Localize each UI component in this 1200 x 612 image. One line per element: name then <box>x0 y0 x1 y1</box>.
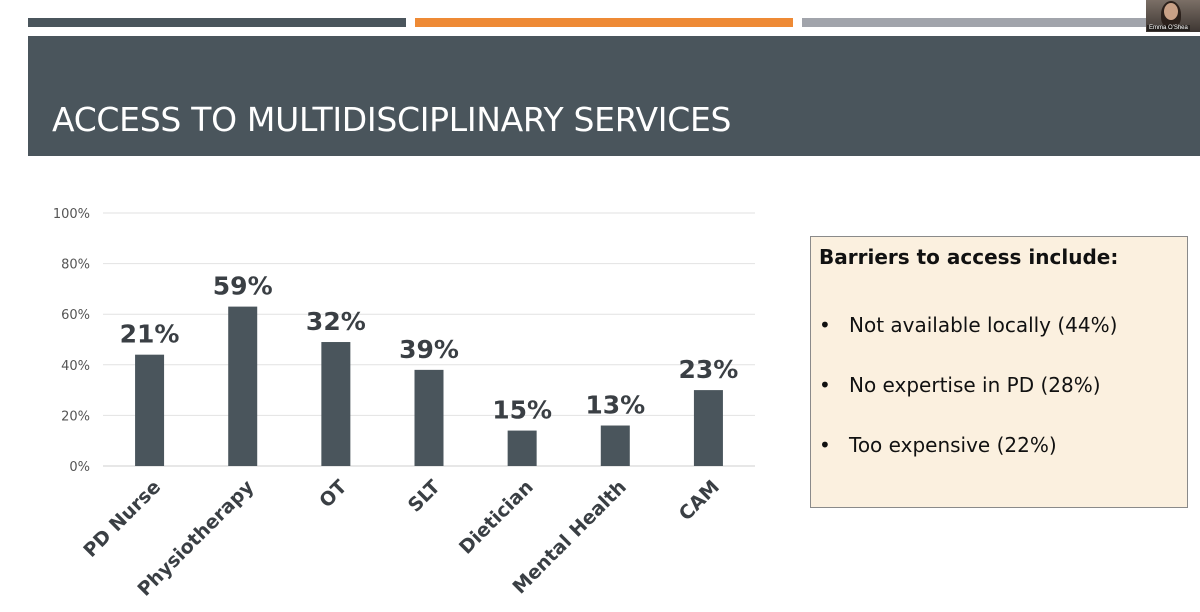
category-label: CAM <box>675 476 724 525</box>
bar <box>600 425 630 466</box>
bar <box>414 369 444 466</box>
barriers-box: Barriers to access include: • Not availab… <box>810 236 1188 508</box>
title-band: ACCESS TO MULTIDISCIPLINARY SERVICES <box>28 36 1200 156</box>
category-label: Dietician <box>455 476 538 559</box>
bullet-marker: • <box>819 433 831 457</box>
data-label: 13% <box>585 391 645 420</box>
category-label: SLT <box>404 476 445 517</box>
bar <box>135 354 165 466</box>
data-label: 39% <box>399 335 459 364</box>
barrier-item: • Not available locally (44%) <box>819 313 1117 373</box>
barriers-heading: Barriers to access include: <box>819 245 1119 269</box>
y-tick-label: 60% <box>61 308 90 323</box>
y-tick-label: 20% <box>61 409 90 424</box>
participant-name: Emma O'Shea <box>1147 25 1190 31</box>
participant-video-tile[interactable]: Emma O'Shea <box>1146 0 1200 32</box>
barrier-item: • Too expensive (22%) <box>819 433 1117 493</box>
data-label: 23% <box>679 355 739 384</box>
category-label: OT <box>315 476 351 512</box>
bar <box>321 342 351 466</box>
barrier-item-text: Not available locally (44%) <box>849 313 1118 337</box>
bullet-marker: • <box>819 373 831 397</box>
accent-bar-dark <box>28 18 406 27</box>
bullet-marker: • <box>819 313 831 337</box>
barrier-item: • No expertise in PD (28%) <box>819 373 1117 433</box>
data-label: 32% <box>306 307 366 336</box>
y-tick-label: 0% <box>69 460 90 475</box>
accent-bar-orange <box>415 18 793 27</box>
data-label: 21% <box>120 320 180 349</box>
category-label: PD Nurse <box>79 476 165 562</box>
barrier-item-text: Too expensive (22%) <box>849 433 1057 457</box>
data-label: 59% <box>213 272 273 301</box>
bar <box>507 430 537 466</box>
bar <box>228 306 258 466</box>
barriers-list: • Not available locally (44%) • No experti… <box>819 313 1117 493</box>
data-label: 15% <box>492 396 552 425</box>
participant-face <box>1164 3 1178 20</box>
y-tick-label: 80% <box>61 258 90 273</box>
slide-title: ACCESS TO MULTIDISCIPLINARY SERVICES <box>52 100 732 139</box>
bar <box>693 390 723 466</box>
barrier-item-text: No expertise in PD (28%) <box>849 373 1101 397</box>
bar-chart: 0%20%40%60%80%100%21%PD Nurse59%Physioth… <box>53 207 755 601</box>
y-tick-label: 40% <box>61 359 90 374</box>
y-tick-label: 100% <box>53 207 90 222</box>
accent-bar-grey <box>802 18 1152 27</box>
